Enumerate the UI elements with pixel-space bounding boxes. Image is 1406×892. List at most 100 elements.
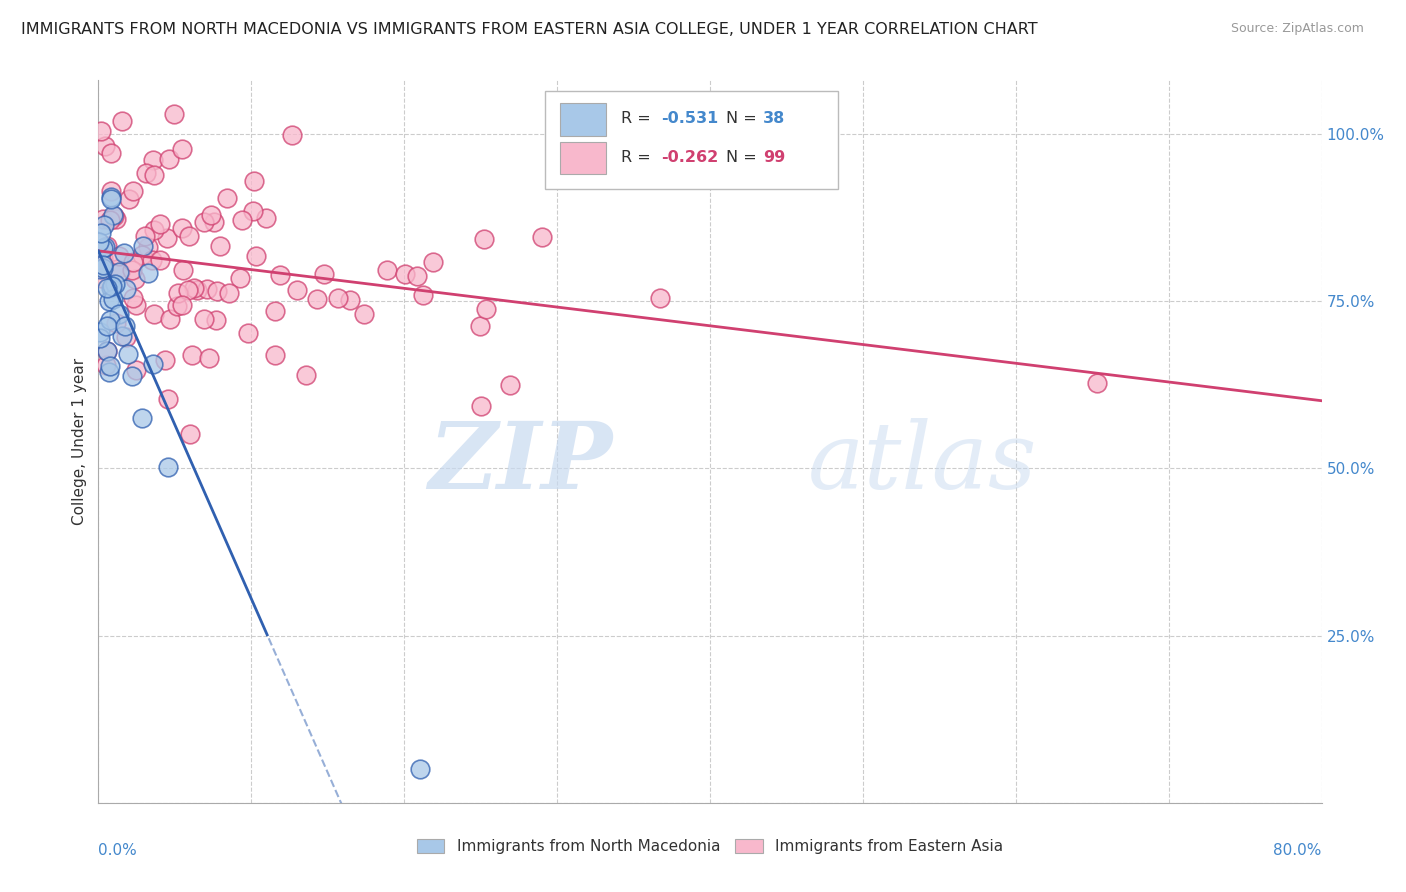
Point: [218, 285, 240, 300]
Y-axis label: College, Under 1 year: College, Under 1 year: [72, 358, 87, 525]
Point: [205, 284, 228, 298]
Point: [98, 212, 121, 227]
Text: 38: 38: [762, 112, 785, 126]
Point: [115, 330, 138, 344]
Point: [91, 212, 114, 227]
Point: [142, 357, 165, 371]
Point: [96, 343, 118, 358]
Point: [100, 281, 122, 295]
Point: [89, 262, 111, 277]
Point: [157, 153, 180, 167]
Point: [156, 392, 179, 406]
Point: [172, 263, 194, 277]
Point: [90, 271, 112, 285]
Point: [530, 230, 553, 244]
Point: [245, 249, 267, 263]
Point: [470, 399, 492, 413]
Text: ZIP: ZIP: [427, 418, 612, 508]
Point: [231, 212, 253, 227]
Point: [142, 153, 165, 167]
Point: [177, 283, 200, 297]
Point: [339, 293, 361, 308]
Point: [208, 238, 231, 252]
Point: [136, 266, 159, 280]
Text: 0.0%: 0.0%: [98, 843, 138, 857]
Point: [91, 260, 114, 275]
Point: [93, 240, 115, 254]
FancyBboxPatch shape: [560, 103, 606, 136]
Point: [263, 348, 285, 362]
Point: [353, 307, 375, 321]
Point: [472, 232, 495, 246]
Point: [96, 318, 118, 333]
Point: [167, 285, 190, 300]
Point: [263, 303, 285, 318]
Point: [96, 239, 118, 253]
Point: [108, 249, 131, 263]
Point: [96, 343, 118, 358]
Point: [141, 252, 163, 267]
Point: [328, 291, 350, 305]
Point: [156, 231, 179, 245]
Point: [143, 223, 166, 237]
Point: [90, 227, 112, 241]
Point: [112, 246, 135, 260]
Point: [89, 325, 111, 339]
Text: R =: R =: [620, 112, 655, 126]
Point: [100, 185, 122, 199]
Point: [121, 254, 143, 268]
Point: [406, 268, 429, 283]
Point: [648, 291, 671, 305]
Point: [205, 313, 228, 327]
Point: [202, 214, 225, 228]
FancyBboxPatch shape: [560, 142, 606, 174]
Point: [105, 261, 128, 276]
FancyBboxPatch shape: [546, 91, 838, 189]
Point: [153, 352, 176, 367]
Point: [183, 281, 205, 295]
Point: [96, 281, 118, 295]
Point: [108, 265, 131, 279]
Text: N =: N =: [725, 112, 762, 126]
Point: [166, 299, 188, 313]
Point: [135, 166, 157, 180]
Point: [117, 347, 139, 361]
Point: [98, 365, 121, 379]
Point: [108, 265, 131, 279]
Point: [91, 260, 114, 275]
Point: [91, 251, 114, 265]
Point: [101, 208, 124, 222]
Point: [131, 248, 153, 262]
Point: [93, 218, 115, 232]
Point: [104, 277, 127, 292]
Point: [295, 368, 318, 382]
Point: [121, 184, 143, 198]
Point: [163, 107, 186, 121]
Point: [91, 241, 114, 255]
Point: [170, 221, 193, 235]
Point: [90, 124, 112, 138]
Point: [103, 209, 125, 223]
Point: [117, 193, 139, 207]
Point: [375, 263, 398, 277]
Point: [100, 190, 122, 204]
Point: [121, 369, 143, 384]
Point: [142, 168, 165, 182]
Point: [107, 307, 129, 321]
Point: [217, 191, 239, 205]
Point: [125, 297, 148, 311]
Point: [305, 292, 328, 306]
Point: [198, 351, 221, 366]
Point: [285, 283, 308, 297]
Text: 99: 99: [762, 150, 785, 165]
Point: [177, 229, 200, 244]
Point: [242, 203, 264, 218]
Point: [181, 348, 204, 362]
Text: R =: R =: [620, 150, 655, 165]
Point: [170, 142, 193, 156]
Point: [89, 331, 111, 345]
Point: [499, 378, 522, 392]
Text: N =: N =: [725, 150, 762, 165]
Point: [422, 254, 444, 268]
Point: [100, 146, 122, 161]
